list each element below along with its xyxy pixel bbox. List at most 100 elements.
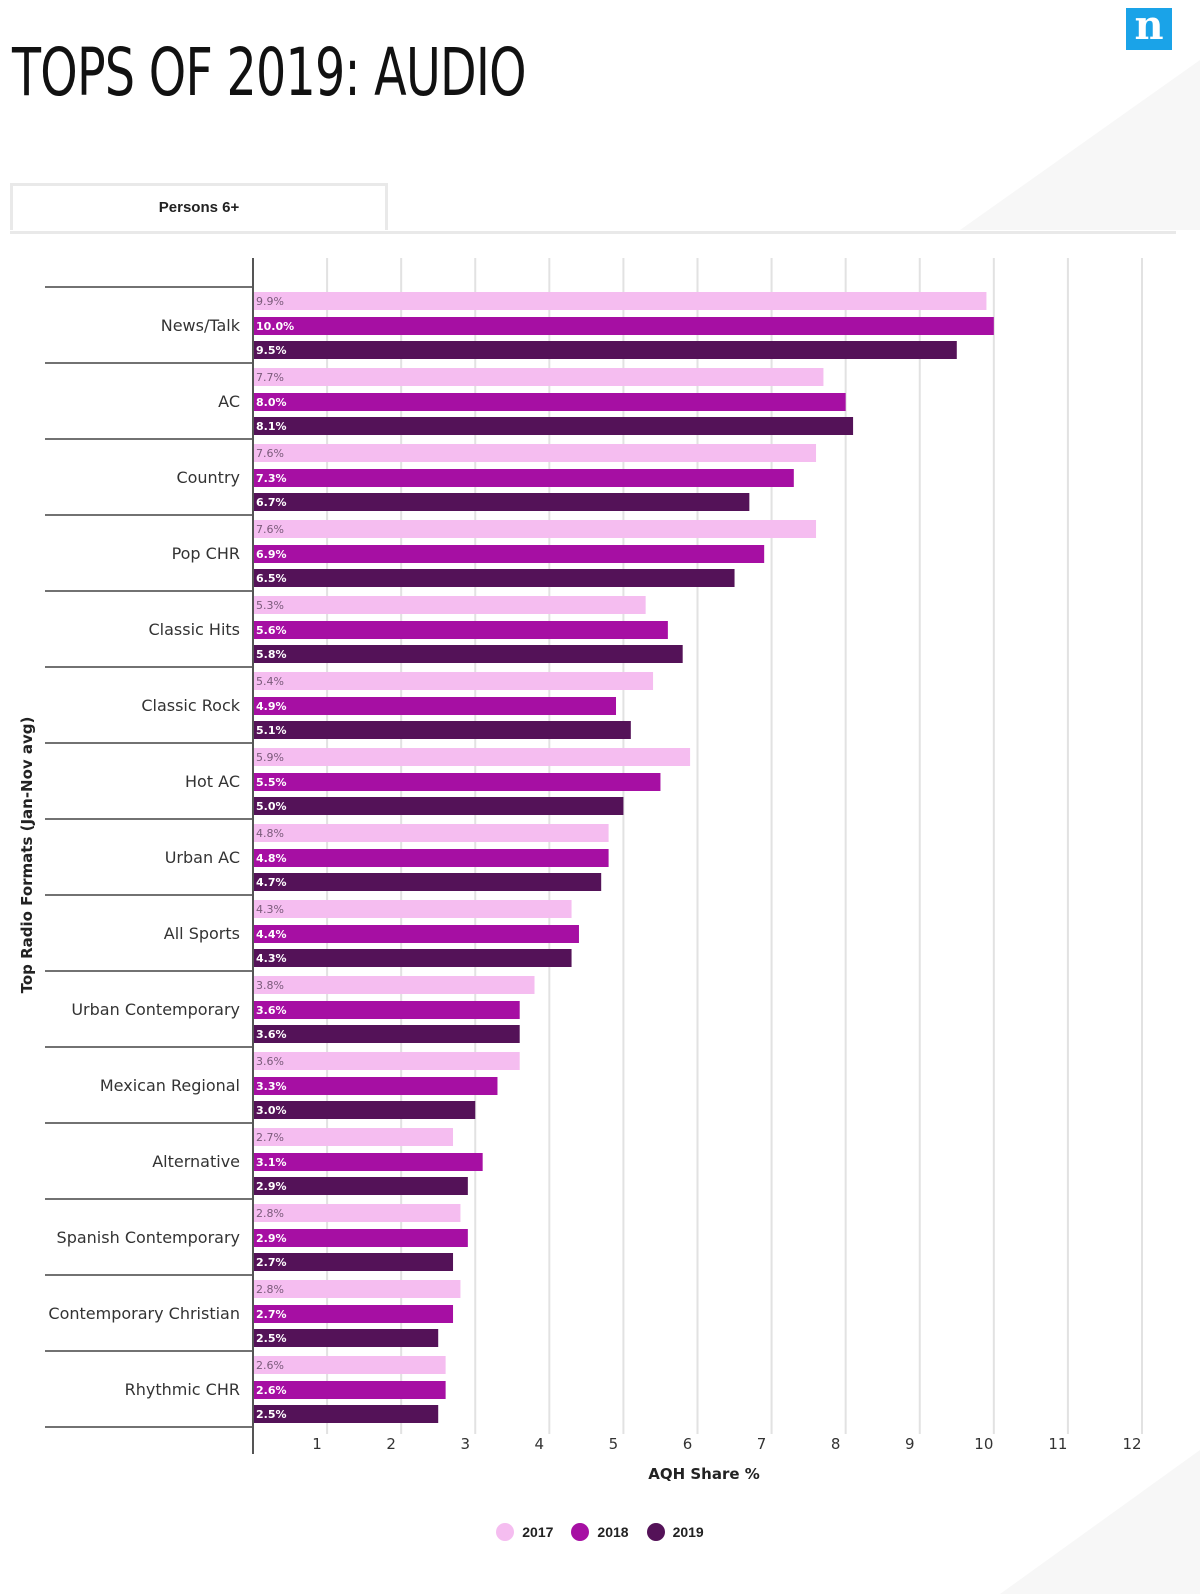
legend-item-2019[interactable]: 2019 [646,1523,704,1541]
category-label: Classic Hits [148,620,240,639]
legend-label: 2017 [522,1524,554,1540]
bar-value-label: 2.6% [256,1359,284,1372]
x-axis-title: AQH Share % [648,1465,760,1483]
bar [253,1128,454,1146]
bar-value-label: 3.1% [256,1156,287,1169]
bar [253,1025,520,1043]
bar-value-label: 2.7% [256,1256,287,1269]
x-tick-label: 7 [757,1435,767,1453]
bar-value-label: 5.1% [256,724,287,737]
bar [253,824,609,842]
bar-value-label: 2.5% [256,1408,287,1421]
bar [253,721,631,739]
bar [253,368,824,386]
category-label: Pop CHR [172,544,240,563]
tab-persons[interactable]: Persons 6+ [10,183,388,230]
bar [253,292,987,310]
bar [253,341,957,359]
bar-value-label: 3.6% [256,1028,287,1041]
bar-value-label: 5.4% [256,675,284,688]
x-tick-label: 4 [535,1435,545,1453]
bar [253,1101,476,1119]
bar-value-label: 7.3% [256,472,287,485]
x-tick-label: 9 [905,1435,915,1453]
bar [253,545,765,563]
bar [253,873,602,891]
bar [253,1329,439,1347]
bar [253,1077,498,1095]
bar-value-label: 7.7% [256,371,284,384]
bar [253,697,617,715]
bar-value-label: 2.9% [256,1180,287,1193]
bar-value-label: 8.1% [256,420,287,433]
x-tick-label: 12 [1122,1435,1141,1453]
bar-value-label: 7.6% [256,447,284,460]
bar-value-label: 3.3% [256,1080,287,1093]
bar [253,1052,520,1070]
x-tick-label: 2 [386,1435,396,1453]
category-label: Classic Rock [141,696,240,715]
legend-marker-icon [571,1523,590,1541]
bar [253,1381,446,1399]
bar [253,1305,454,1323]
bar [253,672,654,690]
bar [253,797,624,815]
bar-value-label: 9.5% [256,344,287,357]
bar [253,949,572,967]
category-label: Rhythmic CHR [125,1380,240,1399]
bar [253,748,691,766]
bar-value-label: 2.7% [256,1131,284,1144]
bar-value-label: 9.9% [256,295,284,308]
category-label: Alternative [152,1152,240,1171]
bar-value-label: 2.5% [256,1332,287,1345]
x-tick-label: 5 [609,1435,619,1453]
x-tick-label: 3 [460,1435,470,1453]
bar-value-label: 5.5% [256,776,287,789]
bar-value-label: 5.3% [256,599,284,612]
category-label: Contemporary Christian [48,1304,240,1323]
page-title: TOPS OF 2019: AUDIO [12,34,527,111]
category-label: News/Talk [161,316,241,335]
legend-item-2018[interactable]: 2018 [571,1523,629,1541]
x-tick-label: 6 [683,1435,693,1453]
bar-value-label: 8.0% [256,396,287,409]
bar-value-label: 10.0% [256,320,294,333]
bar-value-label: 4.8% [256,852,287,865]
tab-bar: Persons 6+ [10,183,1176,234]
bar-value-label: 2.8% [256,1207,284,1220]
bar [253,317,994,335]
bar [253,1253,454,1271]
bar-value-label: 4.8% [256,827,284,840]
x-tick-label: 1 [312,1435,322,1453]
bar [253,1177,468,1195]
bar [253,393,846,411]
bar-value-label: 2.7% [256,1308,287,1321]
bar [253,417,854,435]
category-label: Country [176,468,240,487]
legend-marker-icon [496,1523,515,1541]
legend-label: 2018 [597,1524,629,1540]
bar-value-label: 5.0% [256,800,287,813]
chart-legend: 2017 2018 2019 [0,1518,1200,1546]
bar [253,621,668,639]
bar-value-label: 6.5% [256,572,287,585]
bar [253,925,579,943]
bar-value-label: 2.8% [256,1283,284,1296]
background-shape [1000,1450,1200,1594]
bar-value-label: 6.7% [256,496,287,509]
legend-item-2017[interactable]: 2017 [496,1523,553,1541]
bar-value-label: 7.6% [256,523,284,536]
bar [253,520,817,538]
bar [253,900,572,918]
bar-value-label: 4.3% [256,903,284,916]
bar [253,444,817,462]
bar [253,1204,461,1222]
category-label: Urban AC [165,848,240,867]
x-tick-label: 8 [831,1435,841,1453]
bar [253,976,535,994]
background-shape [960,60,1200,230]
bar-value-label: 4.3% [256,952,287,965]
bar-value-label: 4.4% [256,928,287,941]
bar [253,1356,446,1374]
